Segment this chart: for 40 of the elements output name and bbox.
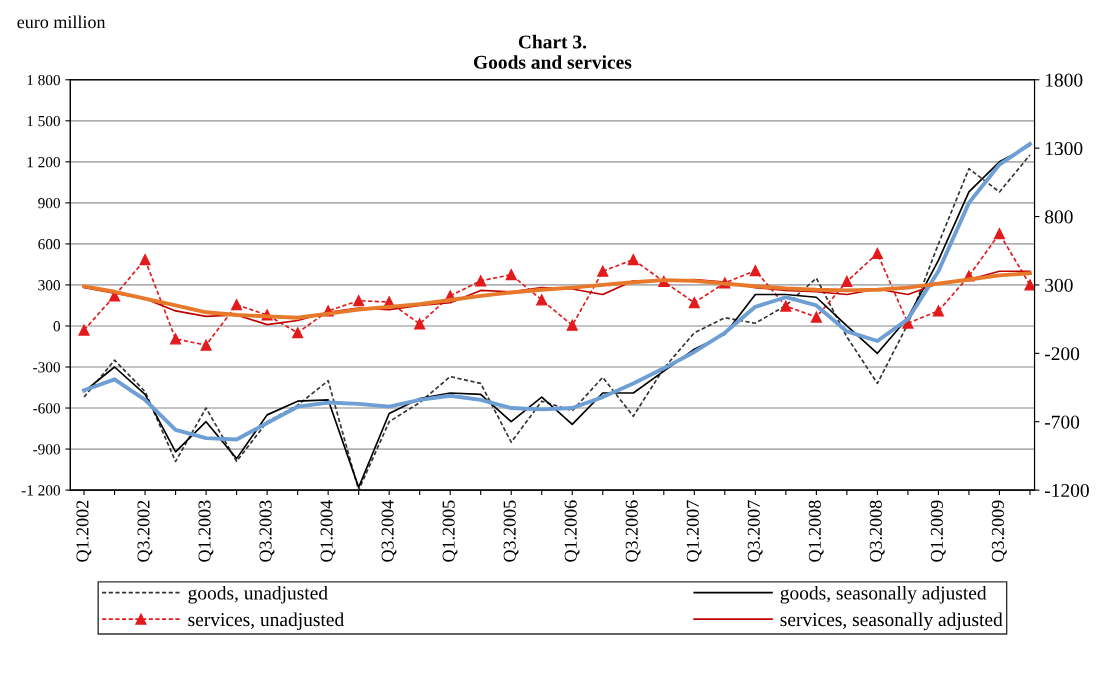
y2-tick-label: 800 bbox=[1045, 210, 1073, 224]
legend-label: goods, unadjusted bbox=[188, 585, 328, 604]
x-tick-label: Q3.2009 bbox=[991, 500, 1007, 562]
y-tick-label: 900 bbox=[38, 198, 60, 209]
x-tick-label: Q3.2006 bbox=[625, 500, 641, 562]
y-tick-label: -600 bbox=[33, 403, 60, 414]
y-tick-label: -1 200 bbox=[21, 485, 60, 496]
legend-label: services, unadjusted bbox=[188, 612, 344, 631]
y-tick-label: -300 bbox=[33, 362, 60, 373]
legend-label: services, seasonally adjusted bbox=[780, 612, 1003, 631]
legend-label: goods, seasonally adjusted bbox=[780, 585, 987, 604]
x-tick-label: Q3.2003 bbox=[259, 500, 275, 562]
x-tick-label: Q1.2007 bbox=[686, 500, 702, 562]
y-tick-label: 1 200 bbox=[27, 156, 60, 168]
y-tick-label: 1 800 bbox=[27, 74, 60, 86]
y-tick-label: 0 bbox=[53, 321, 60, 332]
x-tick-label: Q1.2009 bbox=[930, 500, 946, 562]
y-tick-label: 300 bbox=[38, 280, 60, 291]
y2-tick-label: -200 bbox=[1044, 347, 1080, 361]
y-tick-label: -900 bbox=[33, 444, 60, 455]
x-tick-label: Q3.2008 bbox=[869, 500, 885, 562]
x-tick-label: Q3.2007 bbox=[747, 500, 763, 562]
y-tick-label: 1 500 bbox=[27, 115, 60, 127]
x-tick-label: Q1.2003 bbox=[198, 500, 214, 562]
y2-tick-label: 300 bbox=[1045, 278, 1073, 292]
x-tick-label: Q1.2005 bbox=[442, 500, 458, 562]
y2-tick-label: -700 bbox=[1044, 415, 1080, 429]
x-tick-label: Q1.2006 bbox=[564, 500, 580, 562]
x-tick-label: Q3.2004 bbox=[381, 500, 397, 562]
x-tick-label: Q1.2004 bbox=[320, 500, 336, 562]
y2-tick-label: 1300 bbox=[1045, 141, 1083, 156]
x-tick-label: Q3.2002 bbox=[137, 500, 153, 562]
y-tick-label: 600 bbox=[38, 239, 60, 250]
y2-tick-label: 1800 bbox=[1045, 73, 1083, 87]
y-axis-title: euro million bbox=[17, 15, 106, 29]
chart-title: Chart 3. Goods and services bbox=[473, 34, 632, 69]
x-tick-label: Q3.2005 bbox=[503, 500, 519, 562]
x-tick-label: Q1.2002 bbox=[76, 500, 92, 562]
x-tick-label: Q1.2008 bbox=[808, 500, 824, 562]
y2-tick-label: -1200 bbox=[1044, 483, 1089, 498]
